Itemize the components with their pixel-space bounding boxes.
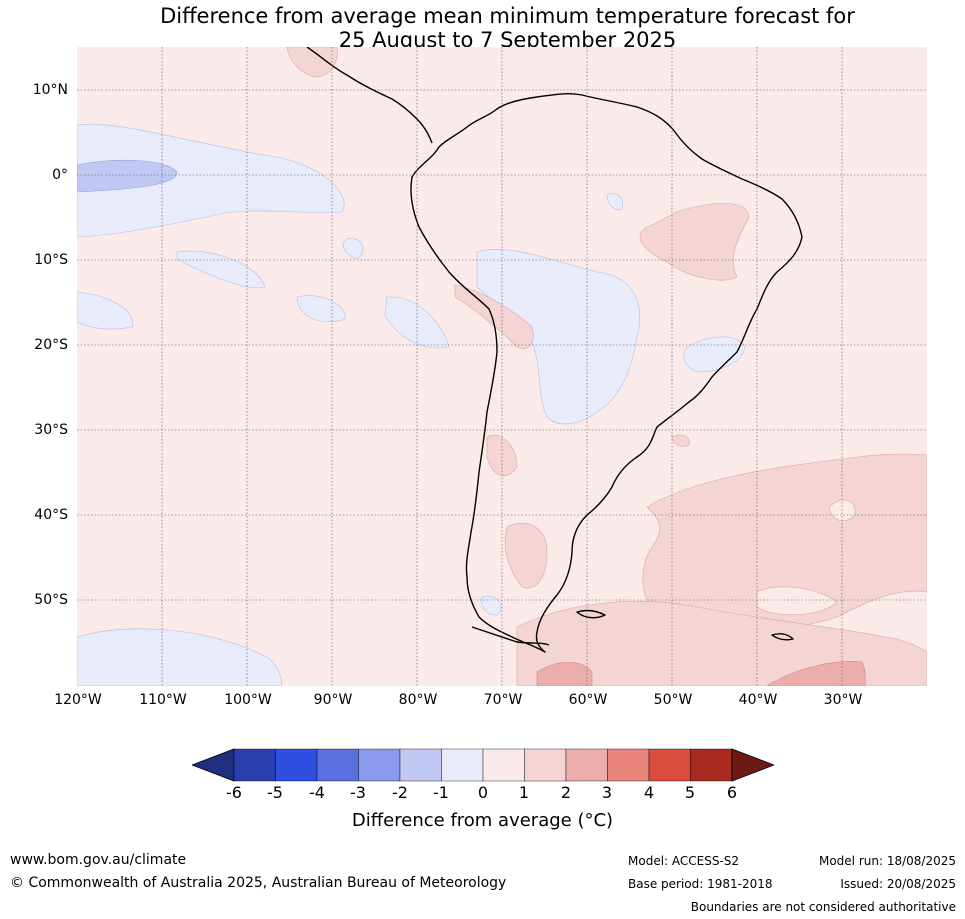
colorbar-tick-minus4: -4 xyxy=(309,783,325,802)
central-america-coastline xyxy=(306,47,433,144)
issued-text: Issued: 20/08/2025 xyxy=(840,877,956,891)
colorbar-tick-minus1: -1 xyxy=(433,783,449,802)
colorbar-bin-minus5 xyxy=(275,748,318,782)
colorbar-tick-0: 0 xyxy=(477,783,489,802)
south-atlantic-warm-area xyxy=(642,453,927,630)
falklands-cool-patch xyxy=(481,595,502,616)
patagonia-warm-area xyxy=(504,522,548,589)
graticule xyxy=(77,47,927,686)
forecast-map xyxy=(77,47,927,686)
stronger-warm-anomaly xyxy=(536,661,866,686)
lat-label-10n: 10°N xyxy=(32,82,68,98)
lon-label-120w: 120°W xyxy=(54,692,102,708)
equatorial-pacific-cool-area xyxy=(77,123,345,238)
north-pacific-warm-patch xyxy=(286,47,338,78)
model-run-text: Model run: 18/08/2025 xyxy=(818,854,956,868)
pacific-cool-patch-4 xyxy=(296,295,346,323)
pacific-cool-patch-1 xyxy=(343,238,364,260)
colorbar-tick-minus6: -6 xyxy=(226,783,242,802)
south-america-coastline xyxy=(410,93,803,653)
lon-label-30w: 30°W xyxy=(823,692,863,708)
coastlines xyxy=(306,47,803,653)
disclaimer-text: Boundaries are not considered authoritat… xyxy=(690,900,956,914)
pale-ocean-patch xyxy=(756,499,856,616)
andes-warm-patch xyxy=(454,284,534,349)
colorbar-bin-4 xyxy=(648,748,691,782)
base-period-text: Base period: 1981-2018 xyxy=(628,877,773,891)
model-text: Model: ACCESS-S2 xyxy=(628,854,740,868)
stronger-cool-anomaly xyxy=(77,159,178,193)
colorbar-bin-minus2 xyxy=(399,748,442,782)
lon-label-50w: 50°W xyxy=(653,692,693,708)
pacific-cool-patch-3 xyxy=(77,291,133,330)
colorbar-bin-1 xyxy=(524,748,567,782)
lon-label-80w: 80°W xyxy=(398,692,438,708)
colorbar-bin-minus4 xyxy=(316,748,359,782)
colorbar-bin-2 xyxy=(565,748,608,782)
colorbar-tick-5: 5 xyxy=(684,783,696,802)
lat-label-20s: 20°S xyxy=(34,337,68,353)
colorbar-label: Difference from average (°C) xyxy=(351,810,614,831)
lat-label-50s: 50°S xyxy=(34,592,68,608)
equatorial-cool-core xyxy=(77,159,178,193)
colorbar-tick-3: 3 xyxy=(601,783,613,802)
map-title: Difference from average mean minimum tem… xyxy=(0,4,965,52)
copyright-text: © Commonwealth of Australia 2025, Austra… xyxy=(10,875,507,891)
brazil-cool-patch xyxy=(683,336,746,373)
lon-label-90w: 90°W xyxy=(313,692,353,708)
falkland-islands-coastline xyxy=(576,609,606,619)
lat-label-0: 0° xyxy=(52,167,68,183)
tierra-del-fuego-coastline xyxy=(471,626,550,646)
lon-label-60w: 60°W xyxy=(568,692,608,708)
colorbar-bin-minus3 xyxy=(358,748,401,782)
lon-label-70w: 70°W xyxy=(483,692,523,708)
pacific-cool-patch-2 xyxy=(176,250,266,289)
colorbar-bin-0 xyxy=(482,748,525,782)
south-georgia-coastline xyxy=(771,633,794,641)
colorbar-tick-4: 4 xyxy=(643,783,655,802)
colorbar-tick-1: 1 xyxy=(518,783,530,802)
subtropical-atlantic-warm-patch xyxy=(671,434,690,447)
colorbar-tick-minus2: -2 xyxy=(392,783,408,802)
colorbar-tick-minus3: -3 xyxy=(350,783,366,802)
lat-label-30s: 30°S xyxy=(34,422,68,438)
colorbar-bin-5 xyxy=(690,748,733,782)
cool-anomaly-areas xyxy=(77,123,927,686)
amazon-mouth-cool-patch xyxy=(606,192,623,210)
colorbar-extend-high xyxy=(731,748,774,782)
colorbar-bin-3 xyxy=(607,748,650,782)
lon-label-110w: 110°W xyxy=(139,692,187,708)
colorbar-tick-6: 6 xyxy=(726,783,738,802)
colorbar-bin-minus6 xyxy=(233,748,276,782)
colorbar xyxy=(192,748,774,782)
southern-ocean-warm-core-1 xyxy=(536,662,593,686)
patagonian-shelf-pale-patch xyxy=(756,586,838,616)
lat-label-10s: 10°S xyxy=(34,252,68,268)
colorbar-extend-low xyxy=(192,748,235,782)
northeast-brazil-warm-area xyxy=(639,202,750,281)
chile-warm-patch xyxy=(486,434,518,476)
website-link[interactable]: www.bom.gov.au/climate xyxy=(10,852,187,868)
colorbar-tick-minus5: -5 xyxy=(267,783,283,802)
lat-label-40s: 40°S xyxy=(34,507,68,523)
pacific-cool-patch-5 xyxy=(384,296,450,349)
lon-label-40w: 40°W xyxy=(738,692,778,708)
colorbar-bin-minus1 xyxy=(441,748,484,782)
southern-ocean-warm-core-2 xyxy=(766,661,866,686)
lon-label-100w: 100°W xyxy=(224,692,272,708)
south-pacific-cool-area xyxy=(77,628,283,686)
colorbar-tick-2: 2 xyxy=(560,783,572,802)
title-line-1: Difference from average mean minimum tem… xyxy=(160,4,855,28)
